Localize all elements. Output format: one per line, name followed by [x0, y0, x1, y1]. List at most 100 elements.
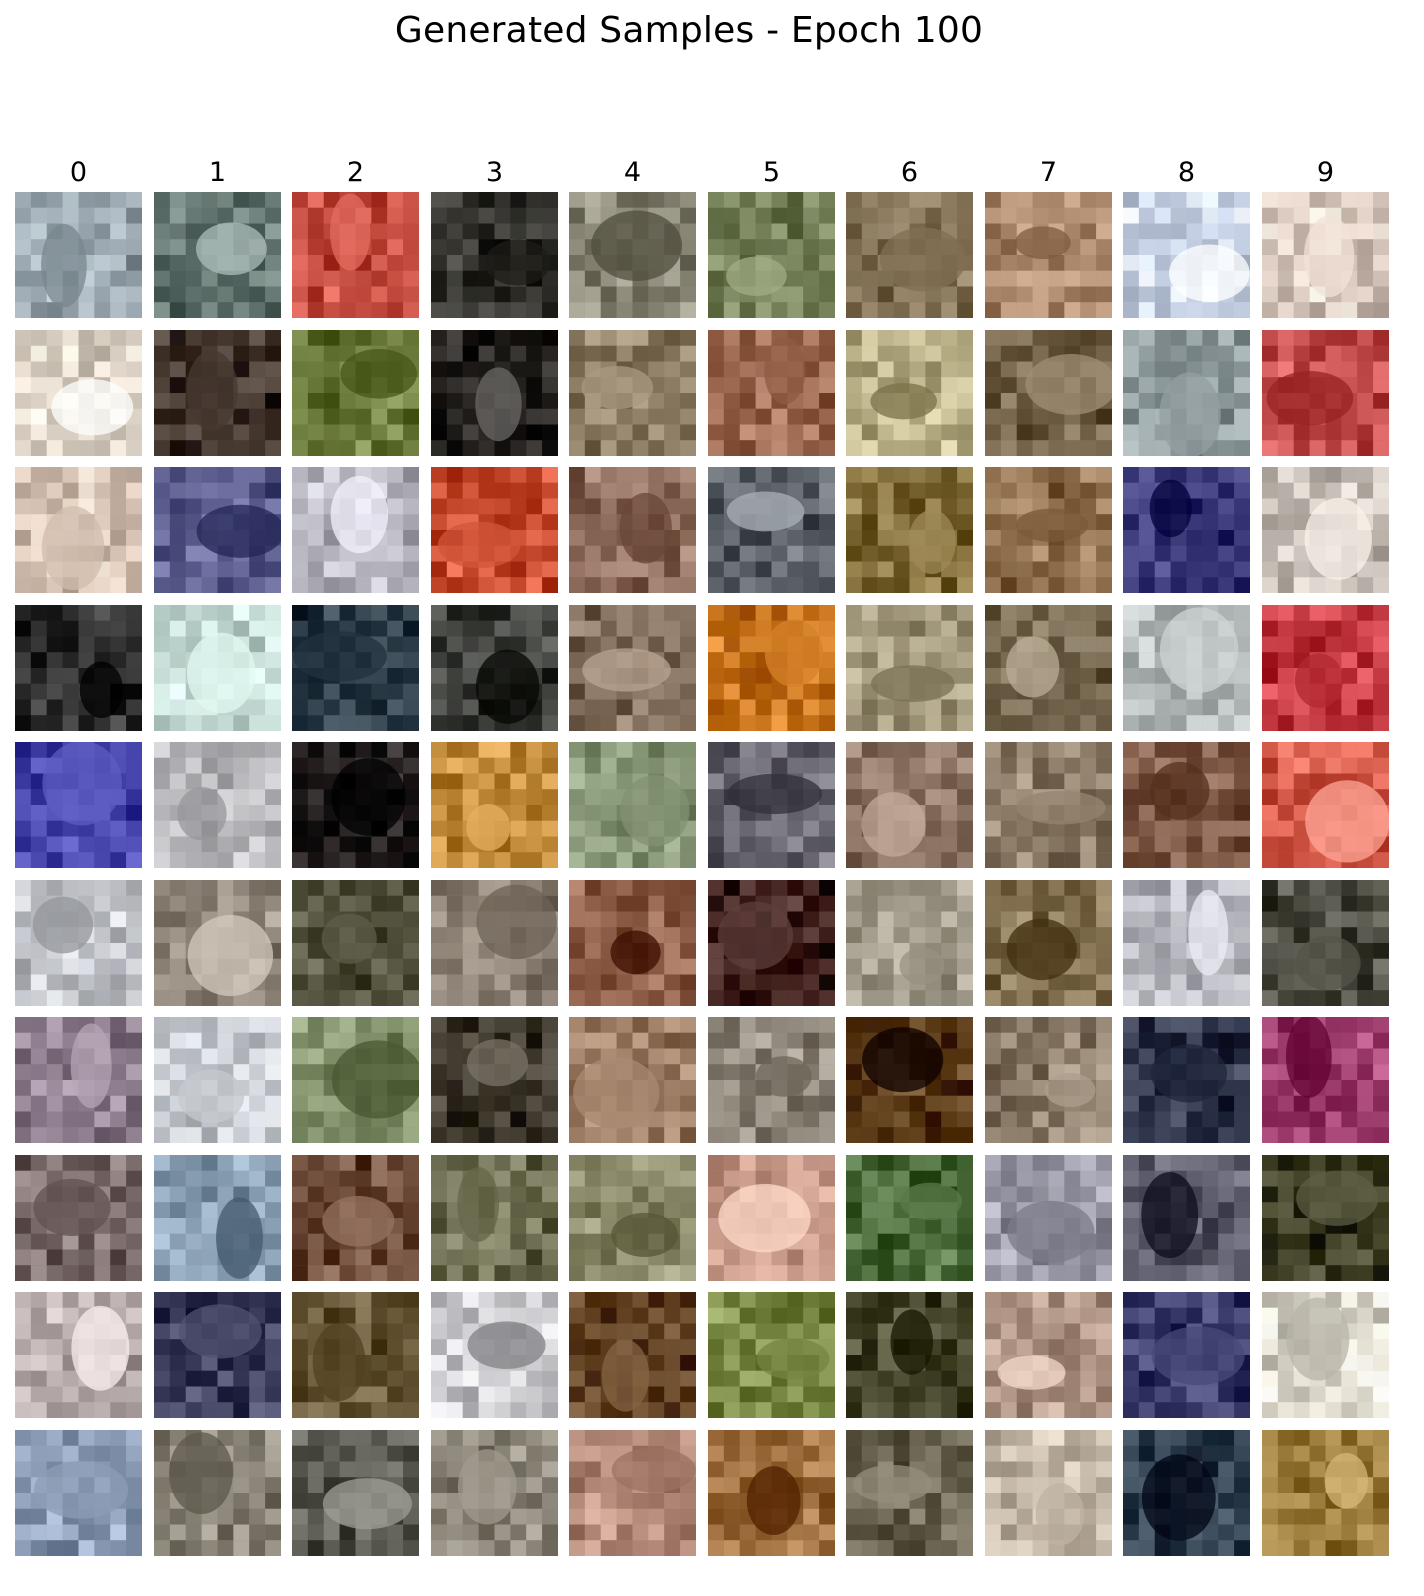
sample-image [292, 742, 419, 868]
column-header-3: 3 [485, 157, 504, 188]
sample-image-pixels [154, 330, 281, 456]
column-header-1: 1 [208, 157, 227, 188]
sample-image-pixels [1123, 742, 1250, 868]
sample-image [985, 1017, 1112, 1143]
sample-image [431, 742, 558, 868]
sample-image-pixels [154, 1430, 281, 1556]
sample-image [15, 1155, 142, 1281]
column-header-9: 9 [1316, 157, 1335, 188]
sample-image-pixels [431, 1017, 558, 1143]
sample-image [569, 880, 696, 1006]
sample-image [292, 880, 419, 1006]
sample-image-pixels [15, 605, 142, 731]
sample-image [1262, 467, 1389, 593]
sample-image [1262, 330, 1389, 456]
sample-image [1262, 605, 1389, 731]
column-header-2: 2 [346, 157, 365, 188]
sample-image-pixels [846, 467, 973, 593]
sample-image-pixels [569, 1017, 696, 1143]
sample-image-pixels [846, 880, 973, 1006]
sample-image [154, 1155, 281, 1281]
sample-image-pixels [846, 1430, 973, 1556]
sample-image-pixels [154, 1292, 281, 1418]
sample-image [154, 1292, 281, 1418]
sample-image-pixels [15, 1017, 142, 1143]
sample-image [846, 1155, 973, 1281]
sample-image [1123, 742, 1250, 868]
sample-image [292, 1292, 419, 1418]
sample-image-pixels [292, 880, 419, 1006]
sample-image [985, 1155, 1112, 1281]
sample-image [154, 1017, 281, 1143]
sample-image-pixels [15, 330, 142, 456]
sample-image-pixels [708, 1155, 835, 1281]
sample-image-pixels [985, 1292, 1112, 1418]
sample-image [431, 880, 558, 1006]
sample-image-pixels [154, 1155, 281, 1281]
sample-image [985, 192, 1112, 318]
sample-image-pixels [569, 192, 696, 318]
sample-image-pixels [154, 1017, 281, 1143]
sample-image [569, 742, 696, 868]
sample-image [1123, 1430, 1250, 1556]
sample-image-pixels [1262, 1292, 1389, 1418]
sample-image [846, 1430, 973, 1556]
sample-image [431, 1430, 558, 1556]
sample-image [708, 1292, 835, 1418]
sample-image [708, 330, 835, 456]
sample-image-pixels [1262, 605, 1389, 731]
sample-image-pixels [431, 192, 558, 318]
sample-image-pixels [569, 1430, 696, 1556]
sample-image [1262, 742, 1389, 868]
sample-image [1262, 880, 1389, 1006]
sample-image [1262, 1292, 1389, 1418]
sample-image-pixels [431, 1430, 558, 1556]
sample-image [708, 1017, 835, 1143]
sample-image-pixels [292, 1017, 419, 1143]
sample-image-pixels [1262, 1017, 1389, 1143]
sample-image [846, 605, 973, 731]
sample-image-pixels [846, 1155, 973, 1281]
column-header-4: 4 [623, 157, 642, 188]
sample-image-pixels [846, 1292, 973, 1418]
sample-image [431, 1155, 558, 1281]
sample-image-pixels [846, 605, 973, 731]
sample-image-pixels [708, 742, 835, 868]
sample-image-pixels [154, 880, 281, 1006]
sample-image-pixels [985, 880, 1112, 1006]
sample-image [1123, 192, 1250, 318]
sample-image [431, 605, 558, 731]
sample-image-pixels [15, 880, 142, 1006]
sample-image [1123, 330, 1250, 456]
sample-image-pixels [985, 1017, 1112, 1143]
sample-image [708, 192, 835, 318]
sample-image-pixels [1262, 1430, 1389, 1556]
sample-image [1123, 605, 1250, 731]
sample-image [154, 880, 281, 1006]
sample-image [985, 1292, 1112, 1418]
sample-image [15, 742, 142, 868]
sample-image-pixels [1123, 330, 1250, 456]
sample-image-pixels [708, 330, 835, 456]
sample-image [846, 1017, 973, 1143]
sample-image-pixels [292, 192, 419, 318]
column-header-8: 8 [1177, 157, 1196, 188]
sample-image-pixels [846, 742, 973, 868]
sample-image [15, 880, 142, 1006]
sample-image-pixels [1262, 742, 1389, 868]
sample-image-pixels [569, 330, 696, 456]
sample-image [569, 1155, 696, 1281]
sample-image [15, 467, 142, 593]
sample-image [569, 467, 696, 593]
sample-image-pixels [985, 467, 1112, 593]
sample-image [15, 1017, 142, 1143]
sample-image-pixels [708, 192, 835, 318]
sample-image-pixels [569, 742, 696, 868]
sample-image [985, 1430, 1112, 1556]
sample-image-pixels [1123, 1155, 1250, 1281]
sample-image-pixels [292, 742, 419, 868]
sample-image [569, 330, 696, 456]
sample-image-pixels [1262, 330, 1389, 456]
sample-image-pixels [1123, 192, 1250, 318]
sample-image-pixels [431, 467, 558, 593]
